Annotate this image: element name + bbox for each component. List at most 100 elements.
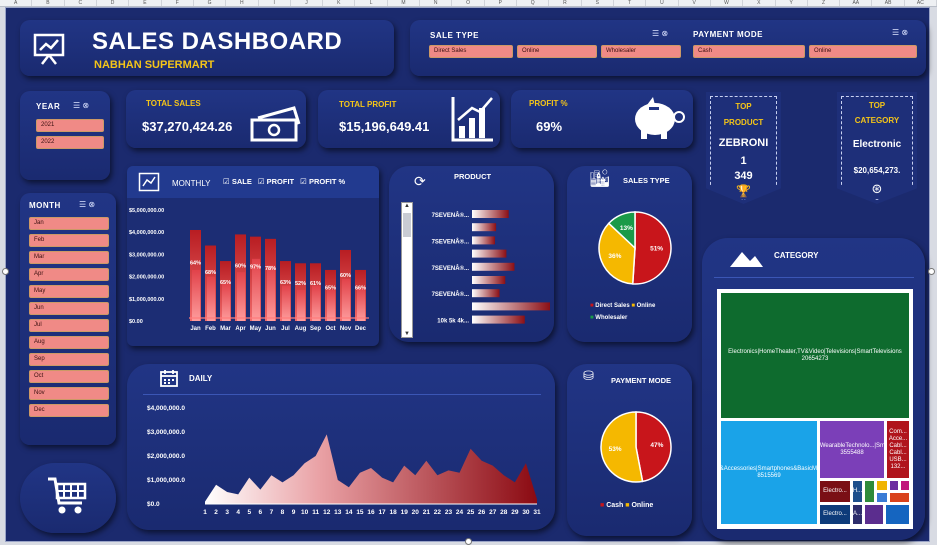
treemap-cell-small[interactable]	[864, 480, 875, 503]
treemap-cell-a[interactable]: A...	[852, 504, 863, 525]
product-label: 7SEVENÂ®...	[432, 291, 470, 298]
payment-mode-cash[interactable]: Cash	[693, 45, 805, 58]
page-title: SALES DASHBOARD	[92, 28, 343, 55]
kpi-total-sales: TOTAL SALES $37,270,424.26	[126, 90, 306, 148]
month-item[interactable]: Feb	[29, 234, 109, 247]
resize-handle-right[interactable]	[928, 268, 935, 275]
profit-pct-label: 64%	[190, 261, 201, 267]
profit-pct-label: 97%	[250, 265, 261, 271]
payment-mode-legend: ■ Cash ■ Online	[600, 502, 654, 509]
treemap-cell-smartwatches[interactable]: Electronics|WearableTechnolo...|SmartWat…	[819, 420, 885, 479]
page-subtitle: NABHAN SUPERMART	[94, 59, 215, 71]
cart-button[interactable]	[20, 463, 116, 533]
payment-mode-online[interactable]: Online	[809, 45, 917, 58]
payment-mode-chart-panel: ⛁ PAYMENT MODE 47% 53% ■ Cash ■ Online	[567, 364, 692, 536]
year-slicer-title: YEAR	[36, 102, 61, 111]
sale-type-direct-sales[interactable]: Direct Sales	[429, 45, 513, 58]
month-item[interactable]: Apr	[29, 268, 109, 281]
month-item[interactable]: Oct	[29, 370, 109, 383]
year-filter-icon[interactable]: ☰ ⊗	[73, 101, 90, 110]
treemap-cell-small[interactable]	[876, 492, 888, 503]
y-tick-label: $4,000,000.00	[129, 230, 164, 236]
month-item[interactable]: Sep	[29, 353, 109, 366]
y-tick-label: $2,000,000.00	[129, 275, 164, 281]
profit-pct-label: 66%	[355, 285, 366, 291]
x-tick-label: 26	[478, 509, 486, 516]
month-item[interactable]: May	[29, 285, 109, 298]
profit-pct-label: 52%	[295, 281, 306, 287]
month-item[interactable]: Jan	[29, 217, 109, 230]
treemap-cell-electro-1[interactable]: Electro...	[819, 480, 851, 503]
x-tick-label: Mar	[220, 326, 231, 332]
x-tick-label: Nov	[340, 326, 352, 332]
piggy-bank-icon	[635, 97, 685, 139]
profit-bar	[222, 283, 230, 321]
x-tick-label: 21	[423, 509, 431, 516]
profit-bar	[192, 269, 200, 321]
product-bar	[472, 262, 515, 271]
y-tick-label: $3,000,000.0	[147, 429, 185, 436]
total-profit-value: $15,196,649.41	[339, 119, 430, 134]
profit-bar	[357, 287, 365, 321]
legend-profit-pct[interactable]: ☑ PROFIT %	[300, 177, 346, 186]
product-bar-chart: 7SEVENÂ®... 7SEVENÂ®... 7SEVENÂ®... 7SEVENÂ…	[432, 210, 550, 325]
shopping-cart-icon	[48, 477, 87, 514]
treemap-cell-cables[interactable]: Com... Acce... Cabl... Cabl... USB... 13…	[886, 420, 910, 479]
treemap-cell-small[interactable]	[876, 480, 888, 491]
coins-icon: ⛁	[583, 368, 594, 383]
sale-type-wholesaler[interactable]: Wholesaler	[601, 45, 681, 58]
x-tick-label: 22	[434, 509, 442, 516]
profit-pct-label: 61%	[310, 281, 321, 287]
x-tick-label: 18	[390, 509, 398, 516]
month-item[interactable]: Jun	[29, 302, 109, 315]
dashboard-canvas[interactable]: SALES DASHBOARD NABHAN SUPERMART SALE TY…	[5, 7, 930, 542]
profit-bar	[252, 258, 260, 321]
legend-profit[interactable]: ☑ PROFIT	[257, 177, 295, 186]
treemap-cell-small[interactable]	[889, 480, 899, 491]
sale-type-online[interactable]: Online	[517, 45, 597, 58]
total-sales-value: $37,270,424.26	[142, 119, 233, 134]
product-chart-title: PRODUCT	[454, 172, 492, 181]
product-label: 10k 5k 4k...	[437, 319, 469, 325]
pie-slice	[607, 211, 636, 250]
profit-pct-label: 63%	[280, 280, 291, 286]
sales-type-chart-panel: 🏙 SALES TYPE 51% 36% 13% ■ Direct Sales ■ …	[567, 166, 692, 342]
profit-pct-label: 65%	[220, 280, 231, 286]
treemap-cell-small[interactable]	[889, 492, 910, 503]
month-item[interactable]: Jul	[29, 319, 109, 332]
payment-mode-slicer-title: PAYMENT MODE	[693, 30, 764, 39]
treemap-cell-electro-2[interactable]: Electro...	[819, 504, 851, 525]
clear-filter-icon[interactable]: ☰ ⊗	[892, 28, 909, 37]
legend-sale[interactable]: ☑ SALE	[223, 177, 252, 186]
month-item[interactable]: Aug	[29, 336, 109, 349]
pie-label: 13%	[620, 225, 633, 232]
profit-bar	[312, 285, 320, 321]
month-item[interactable]: Nov	[29, 387, 109, 400]
treemap-cell-h[interactable]: H...	[852, 480, 863, 503]
month-item[interactable]: Dec	[29, 404, 109, 417]
year-item[interactable]: 2021	[36, 119, 104, 132]
product-bar	[472, 210, 509, 218]
total-profit-label: TOTAL PROFIT	[339, 100, 397, 109]
x-tick-label: 8	[281, 509, 285, 516]
treemap-cell-smartphones[interactable]: Electronics|Mobiles&Accessories|Smartpho…	[720, 420, 818, 525]
top-category-name: Electronic	[852, 139, 902, 150]
treemap-cell-small[interactable]	[864, 504, 884, 525]
month-slicer-title: MONTH	[29, 201, 61, 210]
x-tick-label: Apr	[235, 326, 246, 332]
award-ribbon-icon: ⊛	[871, 181, 883, 196]
treemap-cell-small[interactable]	[885, 504, 910, 525]
daily-chart-title: DAILY	[189, 374, 213, 383]
treemap-cell-televisions[interactable]: Electronics|HomeTheater,TV&Video|Televis…	[720, 292, 910, 419]
year-item[interactable]: 2022	[36, 136, 104, 149]
payment-mode-chart-title: PAYMENT MODE	[611, 376, 672, 385]
kpi-profit-pct: PROFIT % 69%	[511, 90, 693, 148]
multi-select-icon[interactable]: ☰ ⊗	[652, 29, 669, 38]
month-filter-icon[interactable]: ☰ ⊗	[79, 200, 96, 209]
y-tick-label: $0.0	[147, 501, 160, 508]
treemap-cell-small[interactable]	[900, 480, 910, 491]
resize-handle-left[interactable]	[2, 268, 9, 275]
profit-bar	[207, 276, 215, 321]
month-item[interactable]: Mar	[29, 251, 109, 264]
product-scrollbar[interactable]: ▲ ▼	[401, 202, 413, 338]
